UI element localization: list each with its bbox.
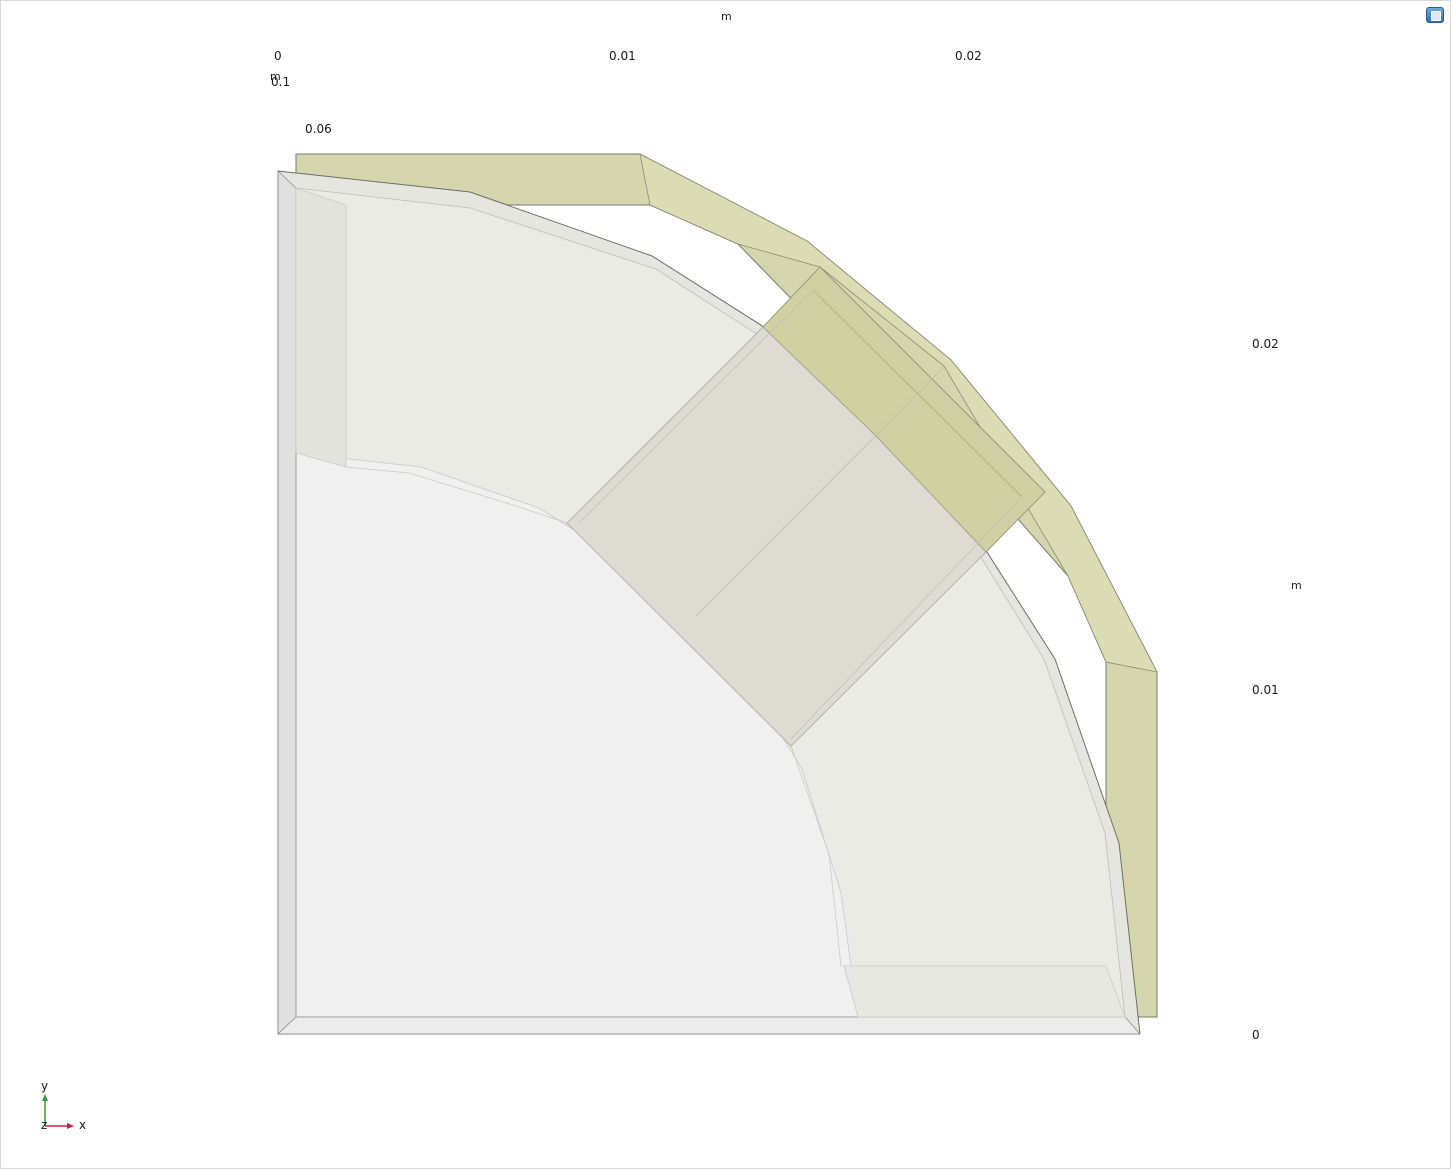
y-tick-0: 0.02 (1252, 337, 1279, 351)
bottom-slab (276, 1016, 1141, 1035)
triad-y-label: y (41, 1079, 49, 1093)
axis-triad (42, 1094, 74, 1129)
outer-shell-top-face (639, 153, 1158, 673)
bottom-slab-face (843, 965, 1126, 1018)
magnet-inner-edge-2 (812, 289, 1023, 498)
x-tick-1: 0.01 (609, 49, 636, 63)
y-axis-unit: m (1291, 579, 1302, 592)
z-tick-0: 0.1 (271, 75, 291, 89)
view-toggle-icon[interactable] (1426, 7, 1444, 23)
y-tick-1: 0.01 (1252, 683, 1279, 697)
x-tick-2: 0.02 (955, 49, 982, 63)
z-tick-1: 0.06 (305, 122, 332, 136)
magnet-split-line (695, 366, 945, 617)
triad-x-label: x (79, 1118, 87, 1132)
left-slab-face (295, 187, 347, 468)
magnet-inner-edge (578, 289, 814, 524)
x-axis-unit: m (721, 10, 732, 23)
z-axis-unit: m (270, 70, 281, 83)
x-tick-0: 0 (274, 49, 282, 63)
magnet-inner-edge-3 (790, 496, 1023, 740)
triad-z-label: z (41, 1118, 48, 1132)
magnet-top-face (762, 266, 1046, 553)
y-tick-2: 0 (1252, 1028, 1260, 1042)
left-slab (277, 170, 297, 1035)
